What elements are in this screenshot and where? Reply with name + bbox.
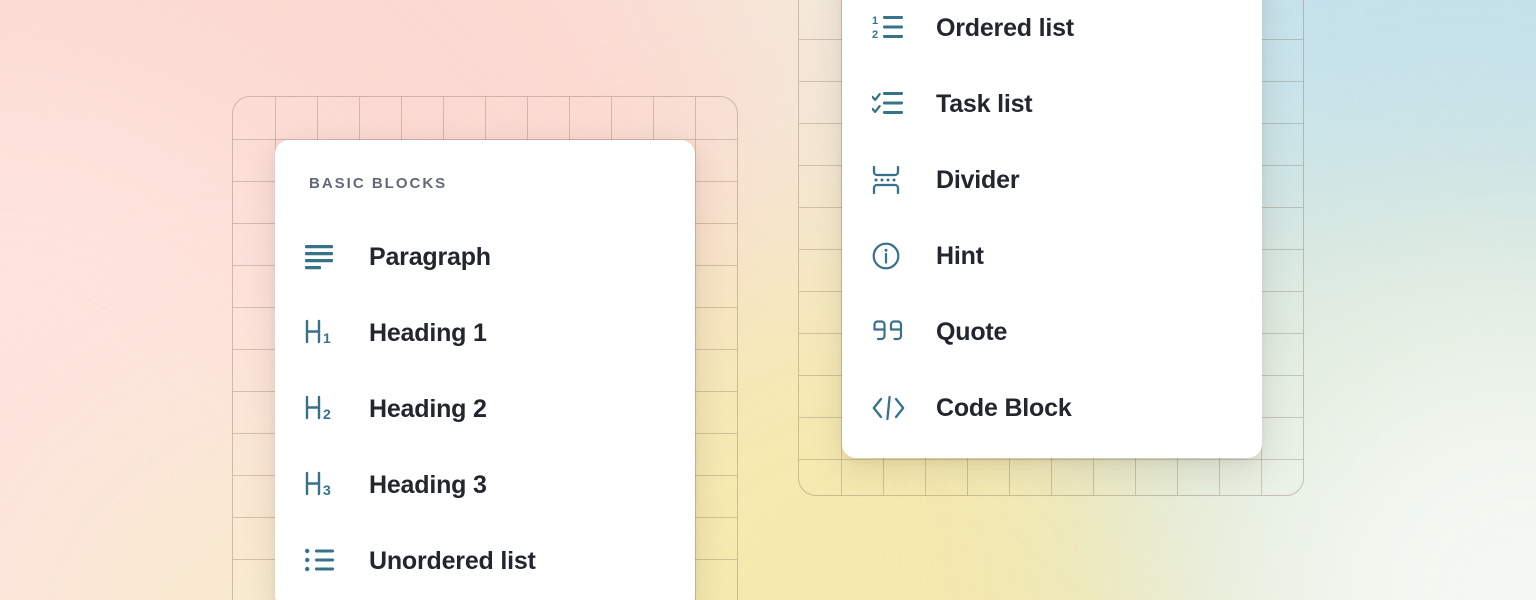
paragraph-icon bbox=[305, 241, 349, 273]
menu-item-label: Ordered list bbox=[936, 13, 1074, 42]
code-block-icon bbox=[872, 392, 916, 424]
menu-item-unordered-list[interactable]: Unordered list bbox=[275, 523, 695, 599]
menu-item-code-block[interactable]: Code Block bbox=[842, 370, 1262, 446]
unordered-list-icon bbox=[305, 545, 349, 577]
menu-item-label: Heading 3 bbox=[369, 470, 487, 499]
menu-item-heading-3[interactable]: 3 Heading 3 bbox=[275, 447, 695, 523]
svg-text:2: 2 bbox=[872, 29, 878, 41]
menu-item-label: Heading 2 bbox=[369, 394, 487, 423]
grid-line-vertical bbox=[1303, 0, 1304, 495]
heading-1-icon: 1 bbox=[305, 317, 349, 349]
menu-item-label: Hint bbox=[936, 241, 984, 270]
heading-3-icon: 3 bbox=[305, 469, 349, 501]
divider-icon bbox=[872, 164, 916, 196]
menu-item-label: Code Block bbox=[936, 393, 1072, 422]
svg-text:1: 1 bbox=[872, 15, 878, 27]
menu-item-label: Quote bbox=[936, 317, 1008, 346]
task-list-icon bbox=[872, 88, 916, 120]
menu-item-heading-2[interactable]: 2 Heading 2 bbox=[275, 371, 695, 447]
info-circle-icon bbox=[872, 240, 916, 272]
menu-item-paragraph[interactable]: Paragraph bbox=[275, 219, 695, 295]
more-blocks-panel: 1 2 Ordered list Task list bbox=[842, 0, 1262, 458]
menu-item-quote[interactable]: Quote bbox=[842, 294, 1262, 370]
svg-text:1: 1 bbox=[323, 330, 331, 346]
grid-line-vertical bbox=[737, 97, 738, 600]
grid-line-horizontal bbox=[799, 459, 1303, 460]
heading-2-icon: 2 bbox=[305, 393, 349, 425]
menu-item-ordered-list[interactable]: 1 2 Ordered list bbox=[842, 0, 1262, 66]
grid-line-vertical bbox=[841, 0, 842, 495]
menu-item-hint[interactable]: Hint bbox=[842, 218, 1262, 294]
menu-item-heading-1[interactable]: 1 Heading 1 bbox=[275, 295, 695, 371]
basic-blocks-panel: BASIC BLOCKS Paragraph 1 Heading 1 bbox=[275, 140, 695, 600]
ordered-list-icon: 1 2 bbox=[872, 12, 916, 44]
grid-line-vertical bbox=[695, 97, 696, 600]
svg-text:2: 2 bbox=[323, 406, 331, 422]
quote-icon bbox=[872, 316, 916, 348]
menu-item-label: Paragraph bbox=[369, 242, 491, 271]
menu-item-label: Unordered list bbox=[369, 546, 536, 575]
menu-item-task-list[interactable]: Task list bbox=[842, 66, 1262, 142]
menu-item-label: Divider bbox=[936, 165, 1020, 194]
grid-line-horizontal bbox=[233, 139, 737, 140]
svg-text:3: 3 bbox=[323, 482, 331, 498]
menu-item-divider[interactable]: Divider bbox=[842, 142, 1262, 218]
menu-item-label: Heading 1 bbox=[369, 318, 487, 347]
menu-item-label: Task list bbox=[936, 89, 1033, 118]
section-label-basic-blocks: BASIC BLOCKS bbox=[309, 175, 448, 192]
